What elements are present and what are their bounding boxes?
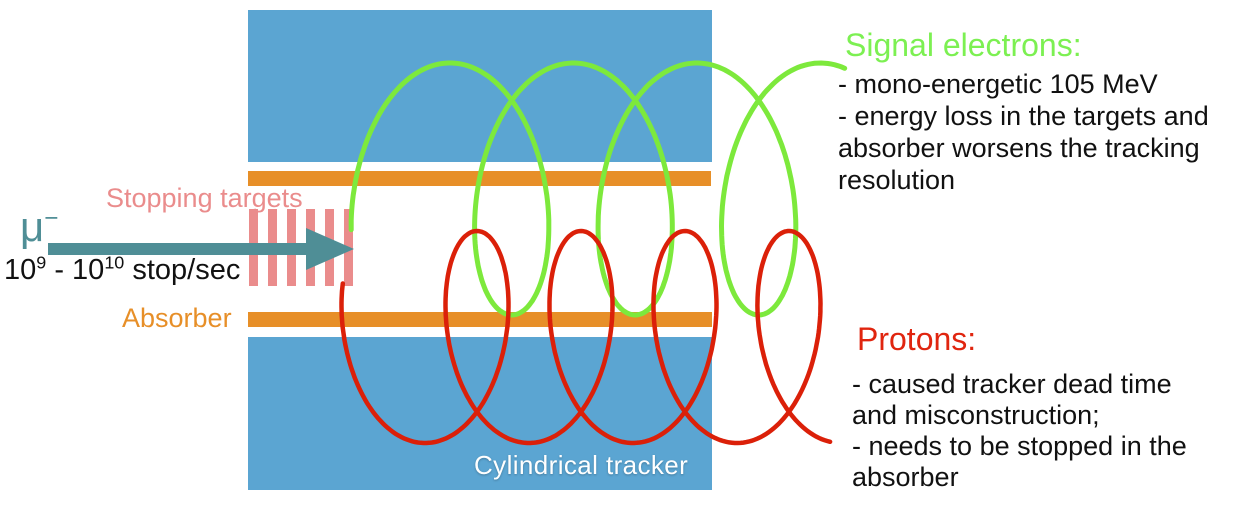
protons-notes: - caused tracker dead time and misconstr… — [852, 369, 1222, 493]
muon-symbol: μ — [20, 203, 45, 250]
rate-exponent-2: 10 — [104, 252, 125, 273]
muon-charge-superscript: − — [44, 205, 59, 232]
muon-beam-arrowhead — [306, 228, 354, 270]
protons-title: Protons: — [857, 321, 977, 357]
rate-unit: stop/sec — [124, 254, 241, 286]
rate-dash: - — [46, 254, 73, 286]
signal-electrons-title: Signal electrons: — [845, 27, 1082, 63]
tracker-top-block — [248, 10, 712, 162]
absorber-bottom-bar — [248, 312, 712, 327]
proton-note-line: and misconstruction; — [852, 400, 1100, 430]
stop-rate-label: 109 - 1010 stop/sec — [4, 252, 241, 286]
proton-note-line: - needs to be stopped in the — [852, 431, 1187, 461]
proton-note-line: - caused tracker dead time — [852, 369, 1172, 399]
signal-note-line: resolution — [838, 165, 956, 195]
signal-note-line: absorber worsens the tracking — [838, 133, 1200, 163]
rate-mantissa-1: 10 — [4, 254, 37, 286]
muon-symbol-label: μ− — [20, 206, 58, 248]
signal-note-line: - energy loss in the targets and — [838, 101, 1209, 131]
signal-electrons-notes: - mono-energetic 105 MeV - energy loss i… — [838, 68, 1258, 196]
absorber-label: Absorber — [122, 303, 232, 333]
rate-exponent-1: 9 — [36, 252, 47, 273]
proton-note-line: absorber — [852, 462, 959, 492]
muon-beam-arrow-shaft — [48, 243, 307, 255]
stopping-targets-label: Stopping targets — [106, 183, 303, 213]
signal-note-line: - mono-energetic 105 MeV — [838, 69, 1158, 99]
rate-mantissa-2: 10 — [72, 254, 105, 286]
absorber-top-bar — [248, 171, 711, 186]
cylindrical-tracker-label: Cylindrical tracker — [474, 450, 689, 480]
